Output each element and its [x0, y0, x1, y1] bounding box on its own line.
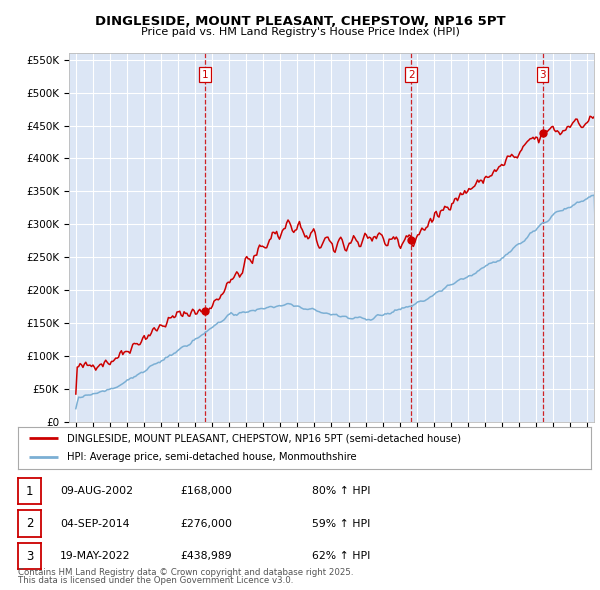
Text: HPI: Average price, semi-detached house, Monmouthshire: HPI: Average price, semi-detached house,…	[67, 452, 356, 462]
Text: 3: 3	[26, 549, 33, 563]
Text: 80% ↑ HPI: 80% ↑ HPI	[312, 486, 371, 496]
Text: 04-SEP-2014: 04-SEP-2014	[60, 519, 130, 529]
Text: £168,000: £168,000	[180, 486, 232, 496]
Text: 1: 1	[26, 484, 33, 498]
Text: 2: 2	[26, 517, 33, 530]
Text: £438,989: £438,989	[180, 551, 232, 561]
Text: Price paid vs. HM Land Registry's House Price Index (HPI): Price paid vs. HM Land Registry's House …	[140, 27, 460, 37]
Text: Contains HM Land Registry data © Crown copyright and database right 2025.: Contains HM Land Registry data © Crown c…	[18, 568, 353, 577]
Text: 09-AUG-2002: 09-AUG-2002	[60, 486, 133, 496]
Text: 3: 3	[539, 70, 546, 80]
Text: £276,000: £276,000	[180, 519, 232, 529]
Text: 1: 1	[202, 70, 209, 80]
Text: 59% ↑ HPI: 59% ↑ HPI	[312, 519, 370, 529]
Text: 62% ↑ HPI: 62% ↑ HPI	[312, 551, 370, 561]
Text: 2: 2	[408, 70, 415, 80]
Text: This data is licensed under the Open Government Licence v3.0.: This data is licensed under the Open Gov…	[18, 576, 293, 585]
Text: 19-MAY-2022: 19-MAY-2022	[60, 551, 131, 561]
Text: DINGLESIDE, MOUNT PLEASANT, CHEPSTOW, NP16 5PT: DINGLESIDE, MOUNT PLEASANT, CHEPSTOW, NP…	[95, 15, 505, 28]
Text: DINGLESIDE, MOUNT PLEASANT, CHEPSTOW, NP16 5PT (semi-detached house): DINGLESIDE, MOUNT PLEASANT, CHEPSTOW, NP…	[67, 434, 461, 444]
